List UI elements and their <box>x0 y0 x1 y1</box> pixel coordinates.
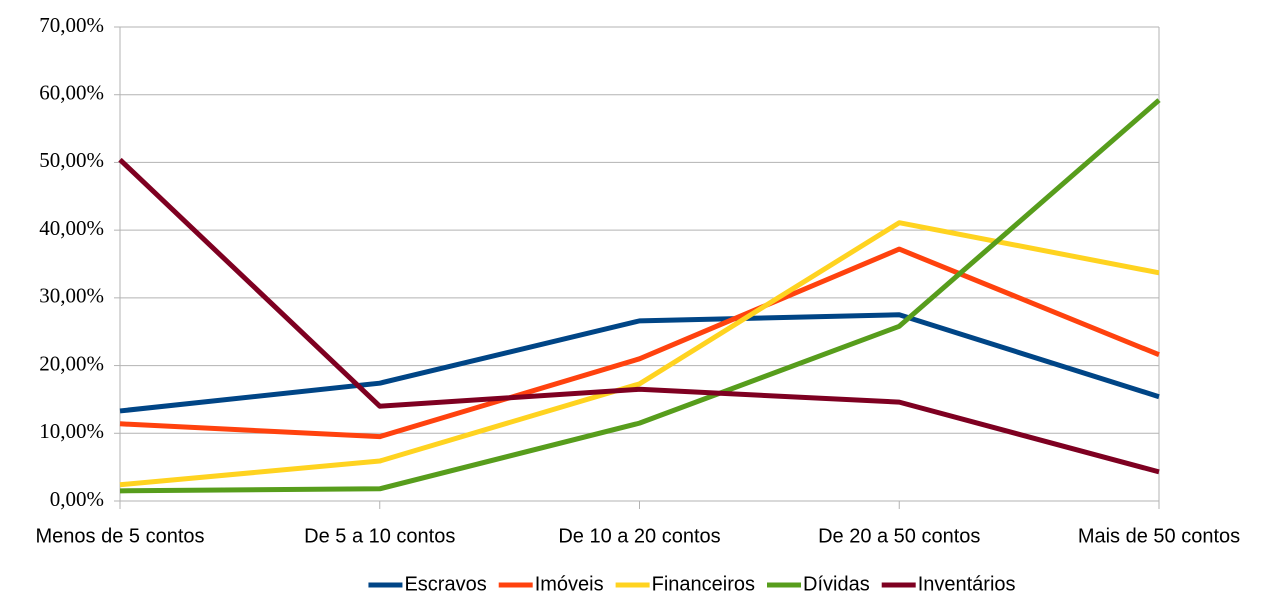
series-line <box>118 157 1160 475</box>
legend-label: Inventários <box>918 573 1016 595</box>
legend-label: Financeiros <box>652 573 755 595</box>
series-line <box>119 220 1160 488</box>
series-line <box>119 246 1160 440</box>
y-tick-label: 50,00% <box>39 148 104 172</box>
legend-label: Imóveis <box>535 573 604 595</box>
legend-label: Dívidas <box>803 573 870 595</box>
legend-label: Escravos <box>404 573 486 595</box>
x-tick-label: De 10 a 20 contos <box>558 525 720 547</box>
y-tick-label: 20,00% <box>39 351 104 375</box>
y-tick-label: 10,00% <box>39 419 104 443</box>
x-tick-label: De 5 a 10 contos <box>304 525 455 547</box>
series-line <box>119 312 1160 414</box>
y-tick-label: 30,00% <box>39 284 104 308</box>
x-tick-label: Menos de 5 contos <box>36 525 205 547</box>
y-tick-label: 0,00% <box>50 487 104 511</box>
y-tick-label: 40,00% <box>39 216 104 240</box>
x-tick-label: De 20 a 50 contos <box>818 525 980 547</box>
x-tick-label: Mais de 50 contos <box>1078 525 1240 547</box>
y-tick-label: 70,00% <box>39 13 104 37</box>
y-tick-label: 60,00% <box>39 81 104 105</box>
series-line <box>119 98 1161 494</box>
